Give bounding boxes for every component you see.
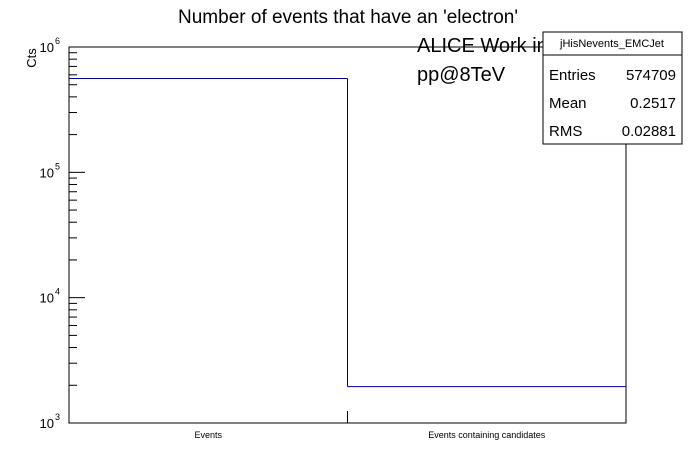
- x-tick-label: Events: [194, 430, 222, 440]
- histogram-series: [69, 78, 626, 388]
- stats-box-name: jHisNevents_EMCJet: [559, 38, 664, 50]
- y-tick-label: 10: [40, 40, 54, 55]
- stats-box-frame: [542, 31, 683, 145]
- y-tick-label: 10: [40, 165, 54, 180]
- stats-entries-label: Entries: [549, 67, 596, 84]
- energy-label: pp@8TeV: [417, 64, 506, 86]
- y-axis-label: Cts: [24, 48, 39, 68]
- y-tick-exponent: 4: [55, 287, 60, 297]
- y-tick-exponent: 6: [55, 36, 60, 46]
- stats-box: jHisNevents_EMCJet Entries 574709 Mean 0…: [542, 31, 683, 145]
- y-axis-ticks: [69, 46, 85, 424]
- stats-mean-label: Mean: [549, 95, 587, 112]
- stats-rms-label: RMS: [549, 123, 582, 140]
- stats-rms-value: 0.02881: [622, 123, 676, 140]
- x-tick-label: Events containing candidates: [428, 430, 546, 440]
- x-axis-tick-labels: Events Events containing candidates: [194, 430, 545, 440]
- stats-mean-value: 0.2517: [630, 95, 676, 112]
- y-tick-exponent: 3: [55, 412, 60, 422]
- chart-title: Number of events that have an 'electron': [178, 7, 518, 28]
- stats-entries-value: 574709: [626, 67, 676, 84]
- y-tick-label: 10: [40, 291, 54, 306]
- y-tick-label: 10: [40, 416, 54, 431]
- y-tick-exponent: 5: [55, 161, 60, 171]
